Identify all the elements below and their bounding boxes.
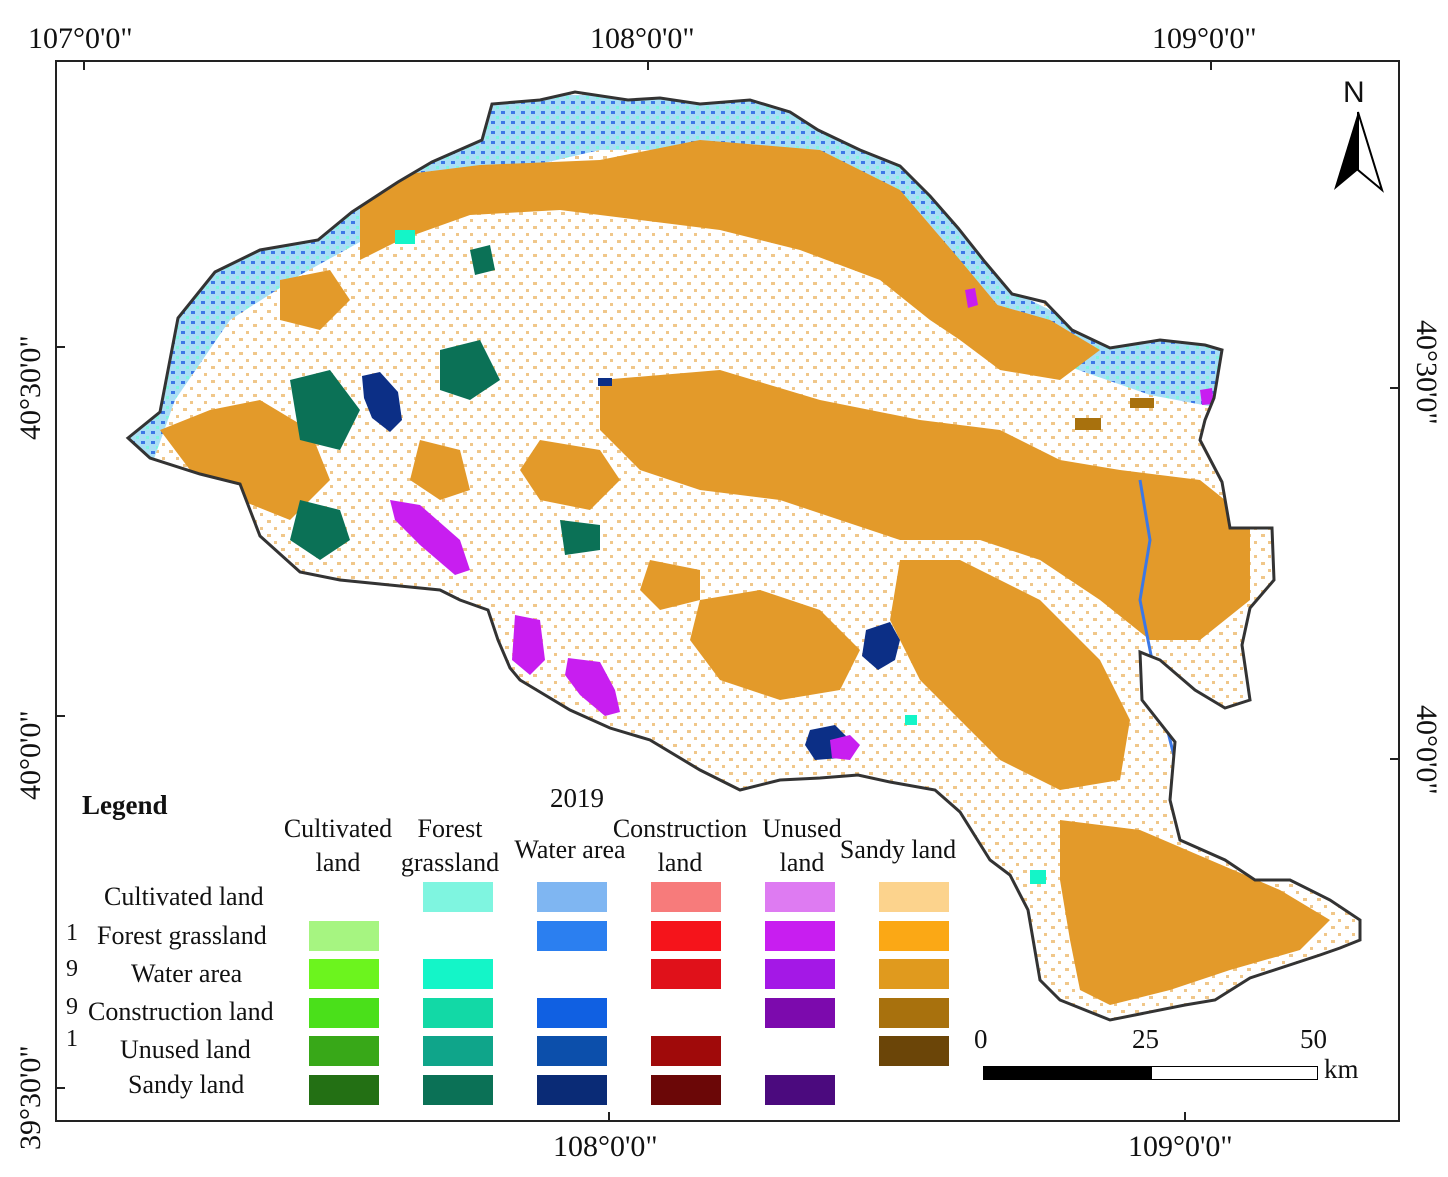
legend-swatch (309, 1075, 379, 1105)
legend-swatch (879, 882, 949, 912)
legend-swatch (423, 882, 493, 912)
legend-col-cultivated: Cultivated land (274, 812, 402, 880)
legend-col-sandy: Sandy land (828, 833, 968, 867)
legend-row-unused: Unused land (120, 1035, 251, 1065)
legend-year: 2019 (550, 783, 604, 814)
legend-swatch (765, 998, 835, 1028)
legend-swatch (765, 882, 835, 912)
legend-swatch (537, 1036, 607, 1066)
legend-row-water: Water area (131, 959, 242, 989)
scale-label-25: 25 (1132, 1024, 1159, 1055)
legend-swatch (765, 921, 835, 951)
legend-swatch (537, 998, 607, 1028)
scale-bar-black (983, 1066, 1153, 1080)
scale-bar-white (1151, 1066, 1318, 1080)
legend-row-prefix: 1 (66, 920, 78, 947)
legend-swatch (537, 1075, 607, 1105)
legend-swatch (423, 959, 493, 989)
legend-title: Legend (82, 790, 168, 821)
legend-row-sandy: Sandy land (128, 1070, 244, 1100)
legend-swatch (423, 1036, 493, 1066)
legend-swatch (879, 1036, 949, 1066)
legend-swatch (765, 959, 835, 989)
legend-swatch (309, 921, 379, 951)
legend-swatch (309, 1036, 379, 1066)
legend-swatch (651, 1075, 721, 1105)
legend-col-construction: Construction land (602, 812, 758, 880)
legend-swatch (423, 1075, 493, 1105)
legend-swatch (765, 1075, 835, 1105)
legend-swatch (309, 959, 379, 989)
legend-swatch (651, 882, 721, 912)
legend-row-construction: Construction land (88, 997, 274, 1027)
scale-label-50: 50 (1300, 1024, 1327, 1055)
legend-col-forest: Forest grassland (390, 812, 510, 880)
legend-row-cultivated: Cultivated land (104, 882, 264, 912)
scale-unit: km (1324, 1054, 1359, 1085)
legend-swatch (651, 921, 721, 951)
legend-row-prefix: 1 (66, 1026, 78, 1053)
legend-swatch (651, 1036, 721, 1066)
north-label: N (1343, 76, 1365, 110)
legend-swatch (537, 882, 607, 912)
legend-swatch (537, 921, 607, 951)
legend-row-prefix: 9 (66, 994, 78, 1021)
legend-row-forest: Forest grassland (97, 921, 267, 951)
north-arrow-icon (1334, 112, 1382, 190)
legend-swatch (423, 998, 493, 1028)
legend-swatch (879, 959, 949, 989)
legend-swatch (309, 998, 379, 1028)
scale-label-0: 0 (974, 1024, 988, 1055)
legend-row-prefix: 9 (66, 956, 78, 983)
legend-swatch (879, 998, 949, 1028)
legend-swatch (651, 959, 721, 989)
legend-swatch (879, 921, 949, 951)
